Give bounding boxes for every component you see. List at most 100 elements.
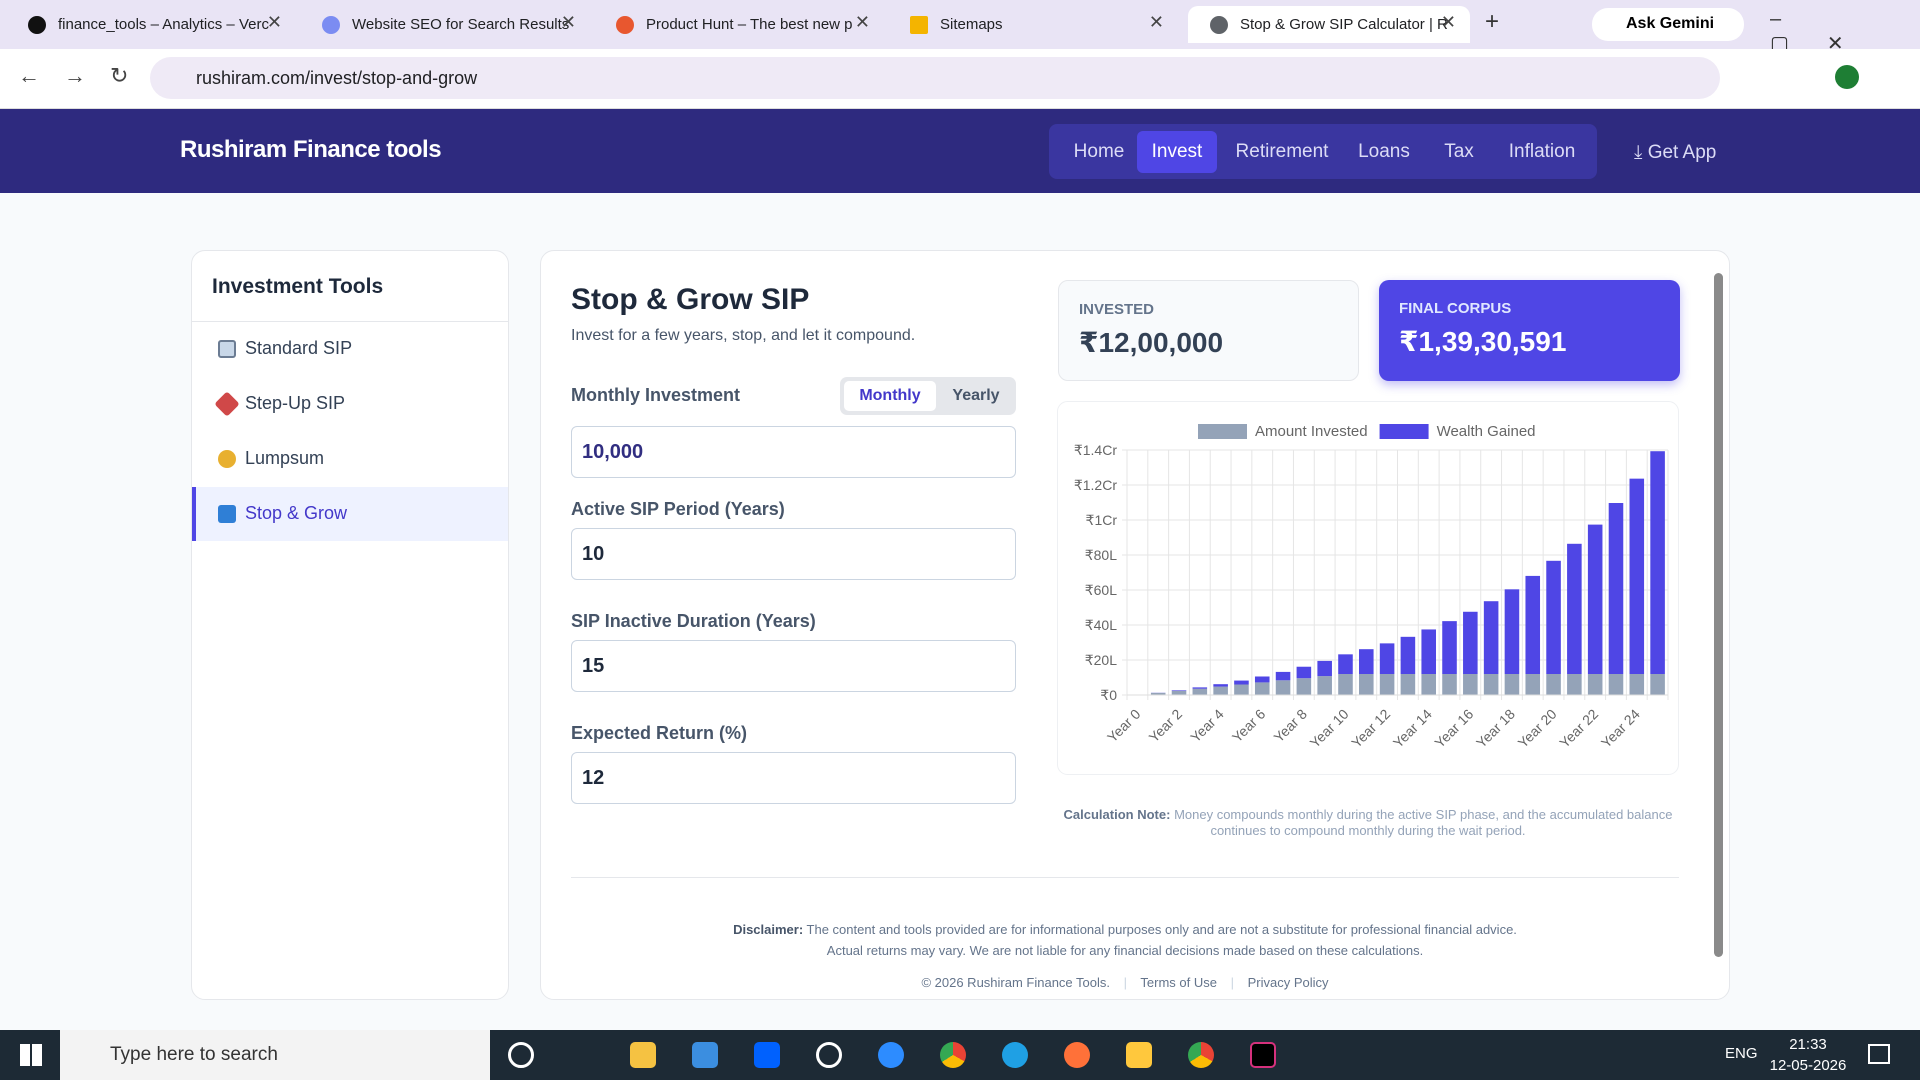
bar-segment: [1379, 643, 1395, 674]
label: Stop & Grow: [245, 503, 348, 523]
nav-link[interactable]: Invest: [1137, 131, 1217, 173]
input[interactable]: 15: [571, 640, 1016, 692]
taskbar-icon[interactable]: [1064, 1042, 1090, 1068]
taskbar: Type here to search ENG 21:33 12-05-2026: [0, 1030, 1920, 1080]
nav-link[interactable]: Inflation: [1508, 141, 1576, 162]
y-tick-label: ₹80L: [1085, 547, 1117, 563]
toggle-option[interactable]: Yearly: [952, 387, 1000, 404]
start[interactable]: [20, 1044, 42, 1066]
nav-buttons[interactable]: ←→↻: [18, 63, 153, 88]
bar-segment: [1650, 674, 1665, 695]
separator: |: [1123, 975, 1128, 990]
tab-close[interactable]: ✕: [1148, 12, 1164, 32]
clock[interactable]: 21:33 12-05-2026: [1768, 1034, 1848, 1076]
taskbar-icon[interactable]: [508, 1042, 534, 1068]
taskbar-icon[interactable]: [816, 1042, 842, 1068]
disclaimer-text: The content and tools provided are for i…: [806, 922, 1517, 937]
tab[interactable]: Sitemaps ✕: [888, 6, 1178, 43]
bar-segment: [1317, 660, 1332, 677]
address-bar: ←→↻ rushiram.com/invest/stop-and-grow: [0, 49, 1920, 109]
download-icon: ⤓: [1634, 142, 1648, 163]
tab-close[interactable]: ✕: [266, 12, 282, 32]
bar-segment: [1587, 674, 1603, 695]
taskbar-icon[interactable]: [692, 1042, 718, 1068]
label: Lumpsum: [245, 448, 325, 468]
toggle-option[interactable]: Monthly: [844, 381, 936, 411]
icon: [218, 450, 236, 468]
bar-segment: [1296, 666, 1312, 679]
sidebar-item[interactable]: Stop & Grow: [192, 487, 508, 541]
scrollbar[interactable]: [1714, 273, 1723, 957]
bar-segment: [1463, 611, 1478, 674]
note-text: continues to compound monthly during the…: [1210, 823, 1526, 838]
tab[interactable]: Stop & Grow SIP Calculator | R ✕: [1188, 6, 1470, 43]
tab-icon: [28, 16, 46, 34]
ask-gemini[interactable]: Ask Gemini: [1592, 8, 1744, 41]
bar-segment: [1504, 589, 1520, 674]
bar-segment: [1338, 654, 1353, 674]
tab-icon: [616, 16, 634, 34]
footer-link[interactable]: Terms of Use: [1140, 975, 1217, 990]
icon: [218, 340, 236, 358]
profile[interactable]: [1835, 65, 1859, 89]
tab[interactable]: Product Hunt – The best new p ✕: [594, 6, 884, 43]
legend-swatch: [1379, 424, 1429, 439]
tab-close[interactable]: ✕: [1440, 12, 1456, 32]
tab-strip: finance_tools – Analytics – Verc ✕ Websit…: [0, 0, 1920, 55]
get-app[interactable]: ⤓ Get App: [1634, 142, 1716, 164]
stat-value: ₹12,00,000: [1079, 327, 1224, 358]
disclaimer-text: Actual returns may vary. We are not liab…: [826, 943, 1424, 958]
tab-close[interactable]: ✕: [560, 12, 576, 32]
nav-link[interactable]: Loans: [1358, 141, 1410, 162]
nav-link[interactable]: Retirement: [1235, 141, 1329, 162]
legend-label: Amount Invested: [1255, 423, 1368, 440]
sidebar-item[interactable]: Step-Up SIP: [192, 377, 508, 431]
divider: [571, 877, 1679, 878]
brand[interactable]: Rushiram Finance tools: [180, 136, 442, 163]
input[interactable]: 10: [571, 528, 1016, 580]
notifications[interactable]: [1868, 1044, 1890, 1064]
taskbar-icon[interactable]: [1188, 1042, 1214, 1068]
icon: [218, 505, 236, 523]
bar-segment: [1525, 575, 1541, 674]
footer-link[interactable]: Privacy Policy: [1247, 975, 1329, 990]
taskbar-icon[interactable]: [940, 1042, 966, 1068]
toggle: Monthly Yearly: [840, 377, 1016, 415]
sidebar-item[interactable]: Lumpsum: [192, 432, 508, 486]
bar-segment: [1192, 687, 1208, 689]
taskbar-icon[interactable]: [878, 1042, 904, 1068]
bar-segment: [1317, 676, 1332, 695]
bar-segment: [1567, 674, 1582, 695]
taskbar-icon[interactable]: [630, 1042, 656, 1068]
field-label: Active SIP Period (Years): [571, 499, 785, 519]
sidebar-item[interactable]: Standard SIP: [192, 322, 508, 376]
nav-link[interactable]: Home: [1073, 141, 1125, 162]
tab[interactable]: finance_tools – Analytics – Verc ✕: [6, 6, 296, 43]
bar-segment: [1567, 543, 1582, 674]
tab-close[interactable]: ✕: [854, 12, 870, 32]
bar-segment: [1546, 674, 1561, 695]
bar-segment: [1379, 674, 1395, 695]
taskbar-icon[interactable]: [1002, 1042, 1028, 1068]
nav-link[interactable]: Tax: [1444, 141, 1474, 162]
new-tab[interactable]: +: [1485, 8, 1500, 35]
url-field[interactable]: rushiram.com/invest/stop-and-grow: [150, 57, 1720, 99]
bar-segment: [1650, 451, 1665, 674]
tab-title: Website SEO for Search Results: [352, 16, 570, 33]
taskbar-icon[interactable]: [754, 1042, 780, 1068]
y-tick-label: ₹40L: [1085, 617, 1117, 633]
tab[interactable]: Website SEO for Search Results ✕: [300, 6, 590, 43]
bar-segment: [1546, 560, 1561, 674]
language[interactable]: ENG: [1725, 1045, 1758, 1062]
bar-segment: [1483, 674, 1499, 695]
bar-segment: [1463, 674, 1478, 695]
input[interactable]: 12: [571, 752, 1016, 804]
bar-segment: [1442, 621, 1457, 674]
sidebar-title: Investment Tools: [212, 275, 384, 298]
search-box[interactable]: Type here to search: [60, 1030, 490, 1080]
y-tick-label: ₹1Cr: [1086, 512, 1118, 528]
taskbar-icon[interactable]: [1126, 1042, 1152, 1068]
input[interactable]: 10,000: [571, 426, 1016, 478]
label: Step-Up SIP: [245, 393, 346, 413]
taskbar-icon[interactable]: [1250, 1042, 1276, 1068]
